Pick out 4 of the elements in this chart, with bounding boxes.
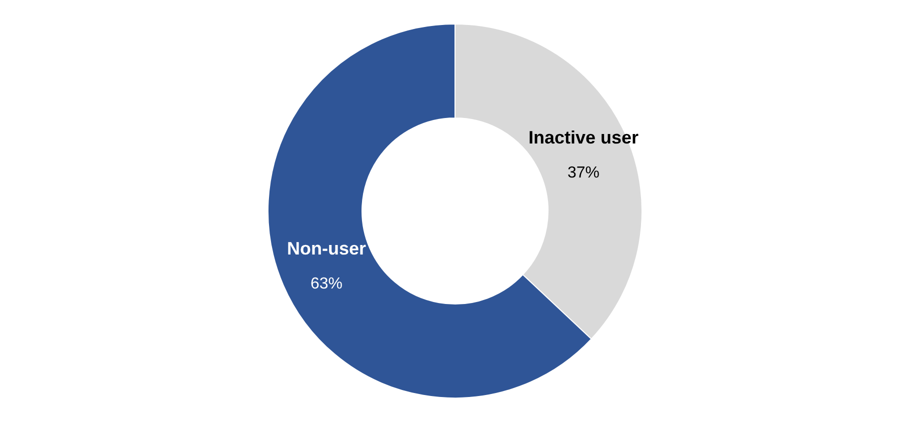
data-label: 63%: [310, 276, 343, 293]
slice-label: Inactive user: [528, 127, 639, 148]
data-label: 37%: [567, 164, 600, 182]
slice-label: Non-user: [287, 238, 366, 259]
